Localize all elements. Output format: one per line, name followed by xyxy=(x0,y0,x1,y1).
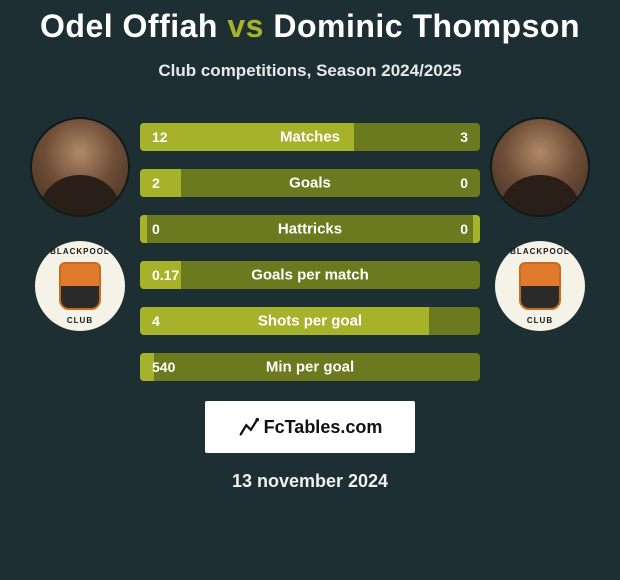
stat-value-left: 2 xyxy=(152,175,160,191)
stat-label: Goals xyxy=(289,175,331,192)
stats-icon xyxy=(238,416,260,438)
brand-pill: FcTables.com xyxy=(205,401,415,453)
bars-column: 12 3 Matches 2 0 Goals 0 0 Hattricks 0.17 Goals pe… xyxy=(140,123,480,381)
bar-right-fill xyxy=(473,215,480,243)
stat-value-left: 540 xyxy=(152,359,175,375)
stat-row: 4 Shots per goal xyxy=(140,307,480,335)
stat-row: 540 Min per goal xyxy=(140,353,480,381)
crest-top-text: BLACKPOOL xyxy=(50,247,110,256)
bar-left-fill xyxy=(140,215,147,243)
player2-name: Dominic Thompson xyxy=(273,8,580,44)
stat-value-left: 4 xyxy=(152,313,160,329)
stat-label: Shots per goal xyxy=(258,313,362,330)
stat-label: Matches xyxy=(280,129,340,146)
stat-value-right: 3 xyxy=(460,129,468,145)
crest-shield-icon xyxy=(59,262,101,310)
player1-avatar xyxy=(30,117,130,217)
crest-bottom-text: CLUB xyxy=(527,316,553,325)
stat-value-left: 0 xyxy=(152,221,160,237)
stat-label: Goals per match xyxy=(251,267,369,284)
stat-row: 2 0 Goals xyxy=(140,169,480,197)
crest-shield-icon xyxy=(519,262,561,310)
stat-row: 0 0 Hattricks xyxy=(140,215,480,243)
player2-avatar xyxy=(490,117,590,217)
left-column: BLACKPOOL CLUB xyxy=(20,117,140,331)
stat-value-left: 12 xyxy=(152,129,168,145)
right-column: BLACKPOOL CLUB xyxy=(480,117,600,331)
stat-value-right: 0 xyxy=(460,221,468,237)
stat-value-left: 0.17 xyxy=(152,267,179,283)
subtitle: Club competitions, Season 2024/2025 xyxy=(158,61,461,81)
player1-name: Odel Offiah xyxy=(40,8,218,44)
stat-label: Min per goal xyxy=(266,359,354,376)
brand-text: FcTables.com xyxy=(264,417,383,438)
bar-left-fill xyxy=(140,169,181,197)
player2-crest: BLACKPOOL CLUB xyxy=(495,241,585,331)
crest-bottom-text: CLUB xyxy=(67,316,93,325)
crest-top-text: BLACKPOOL xyxy=(510,247,570,256)
date-line: 13 november 2024 xyxy=(232,471,388,492)
vs-separator: vs xyxy=(227,8,264,44)
stat-label: Hattricks xyxy=(278,221,342,238)
stat-row: 12 3 Matches xyxy=(140,123,480,151)
stats-block: BLACKPOOL CLUB 12 3 Matches 2 0 Goals 0 0 Hattri… xyxy=(0,117,620,381)
page-title: Odel Offiah vs Dominic Thompson xyxy=(40,8,580,45)
player1-crest: BLACKPOOL CLUB xyxy=(35,241,125,331)
stat-row: 0.17 Goals per match xyxy=(140,261,480,289)
stat-value-right: 0 xyxy=(460,175,468,191)
